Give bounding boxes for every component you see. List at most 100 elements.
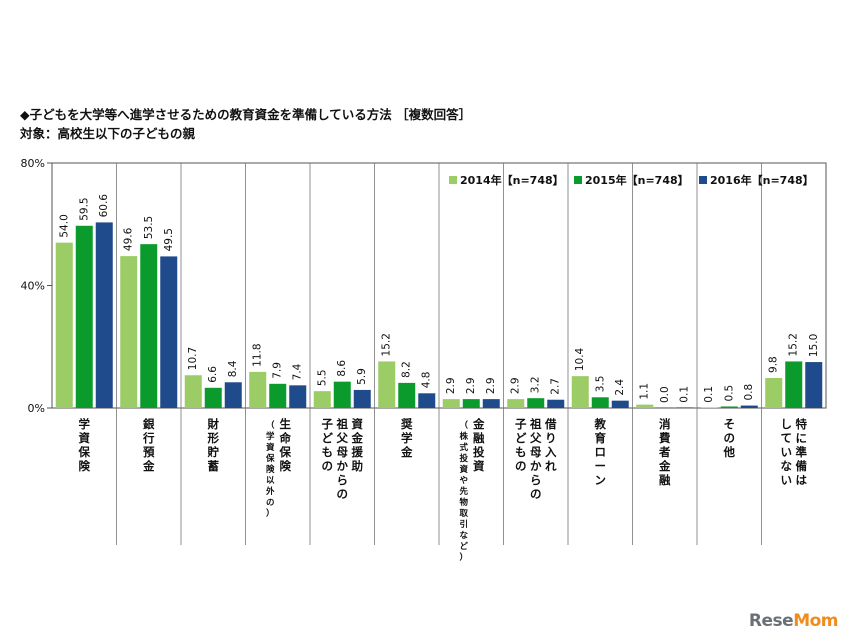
category-label: 銀行預金 bbox=[142, 417, 155, 473]
category-label: していない bbox=[781, 417, 793, 487]
chart-title: ◆子どもを大学等へ進学させるための教育資金を準備している方法 ［複数回答］ bbox=[20, 107, 472, 122]
bar bbox=[313, 391, 331, 408]
data-label: 9.8 bbox=[768, 356, 780, 373]
data-label: 8.2 bbox=[401, 361, 413, 378]
data-label: 1.1 bbox=[639, 383, 651, 400]
bar bbox=[785, 361, 803, 408]
bar bbox=[740, 405, 758, 408]
data-label: 11.8 bbox=[252, 343, 264, 366]
bar bbox=[289, 385, 307, 408]
legend-swatch bbox=[449, 176, 457, 184]
data-label: 49.5 bbox=[163, 228, 175, 251]
y-tick-label: 40% bbox=[21, 280, 45, 293]
bar bbox=[462, 399, 480, 408]
bar bbox=[636, 404, 654, 408]
category-label: 祖父母からの bbox=[336, 417, 349, 501]
data-label: 60.6 bbox=[98, 194, 110, 218]
legend-label: 2014年【n=748】 bbox=[460, 173, 564, 187]
legend-swatch bbox=[699, 176, 707, 184]
bar bbox=[805, 362, 823, 408]
chart-subtitle: 対象：高校生以下の子どもの親 bbox=[20, 126, 196, 141]
data-label: 4.8 bbox=[421, 372, 433, 389]
bar bbox=[527, 398, 545, 408]
data-label: 7.9 bbox=[272, 362, 284, 379]
category-label: 特に準備は bbox=[796, 417, 808, 487]
data-label: 0.5 bbox=[723, 385, 735, 402]
bar bbox=[55, 242, 73, 408]
category-label: 奨学金 bbox=[400, 417, 413, 459]
data-label: 7.4 bbox=[292, 363, 304, 380]
data-label: 2.7 bbox=[550, 378, 562, 395]
bar bbox=[249, 371, 267, 408]
bar bbox=[269, 383, 287, 408]
category-label: 子どもの bbox=[322, 417, 334, 473]
data-label: 15.0 bbox=[808, 334, 820, 357]
bar bbox=[442, 399, 460, 408]
bar bbox=[224, 382, 242, 408]
bar bbox=[547, 399, 565, 408]
bar bbox=[204, 387, 222, 408]
data-label: 6.6 bbox=[207, 366, 219, 383]
bar bbox=[75, 225, 93, 408]
bar bbox=[571, 376, 589, 408]
resemom-logo: ReseMom bbox=[748, 611, 839, 631]
bar bbox=[333, 381, 351, 408]
bar bbox=[482, 399, 500, 408]
category-label: （株式投資や先物取引など） bbox=[458, 420, 468, 563]
data-label: 54.0 bbox=[58, 214, 70, 237]
data-label: 2.9 bbox=[465, 377, 477, 394]
data-label: 0.8 bbox=[743, 384, 755, 401]
bar bbox=[656, 407, 674, 408]
bar bbox=[700, 407, 718, 408]
category-label: 財形貯蓄 bbox=[207, 417, 220, 473]
data-label: 5.5 bbox=[316, 369, 328, 386]
bar bbox=[378, 361, 396, 408]
bar bbox=[720, 406, 738, 408]
bar bbox=[765, 377, 783, 408]
category-label: （学資保険以外の） bbox=[265, 420, 275, 519]
bar bbox=[418, 393, 436, 408]
bar bbox=[184, 375, 202, 408]
bar bbox=[353, 389, 371, 408]
data-label: 5.9 bbox=[356, 368, 368, 385]
data-label: 15.2 bbox=[381, 333, 393, 356]
category-label: 金融投資 bbox=[472, 417, 485, 473]
data-label: 3.2 bbox=[530, 376, 542, 393]
bar bbox=[95, 222, 113, 408]
bar bbox=[398, 382, 416, 408]
category-label: 資金援助 bbox=[351, 417, 364, 473]
data-label: 2.9 bbox=[485, 377, 497, 394]
data-label: 0.0 bbox=[659, 386, 671, 403]
bar bbox=[140, 244, 158, 408]
bar bbox=[120, 256, 138, 408]
data-label: 2.9 bbox=[510, 377, 522, 394]
legend-label: 2016年【n=748】 bbox=[710, 173, 814, 187]
category-label: 借り入れ bbox=[544, 417, 557, 473]
data-label: 49.6 bbox=[123, 227, 135, 251]
data-label: 15.2 bbox=[788, 333, 800, 356]
y-tick-label: 80% bbox=[21, 157, 45, 170]
data-label: 2.9 bbox=[445, 377, 457, 394]
category-label: その他 bbox=[723, 417, 736, 459]
data-label: 0.1 bbox=[679, 386, 691, 403]
category-label: 教育ローン bbox=[594, 417, 607, 487]
category-label: 生命保険 bbox=[279, 417, 292, 473]
bar bbox=[611, 400, 629, 408]
legend-label: 2015年【n=748】 bbox=[585, 173, 689, 187]
bar bbox=[507, 399, 525, 408]
data-label: 8.6 bbox=[336, 360, 348, 377]
bar bbox=[591, 397, 609, 408]
category-label: 学資保険 bbox=[78, 417, 91, 473]
data-label: 2.4 bbox=[614, 379, 626, 396]
data-label: 8.4 bbox=[227, 360, 239, 377]
data-label: 0.1 bbox=[703, 386, 715, 403]
bar bbox=[160, 256, 178, 408]
y-tick-label: 0% bbox=[28, 402, 45, 415]
data-label: 59.5 bbox=[78, 197, 90, 220]
data-label: 10.7 bbox=[187, 347, 199, 370]
category-label: 祖父母からの bbox=[529, 417, 542, 501]
category-label: 子どもの bbox=[515, 417, 527, 473]
legend-swatch bbox=[574, 176, 582, 184]
data-label: 10.4 bbox=[574, 347, 586, 371]
